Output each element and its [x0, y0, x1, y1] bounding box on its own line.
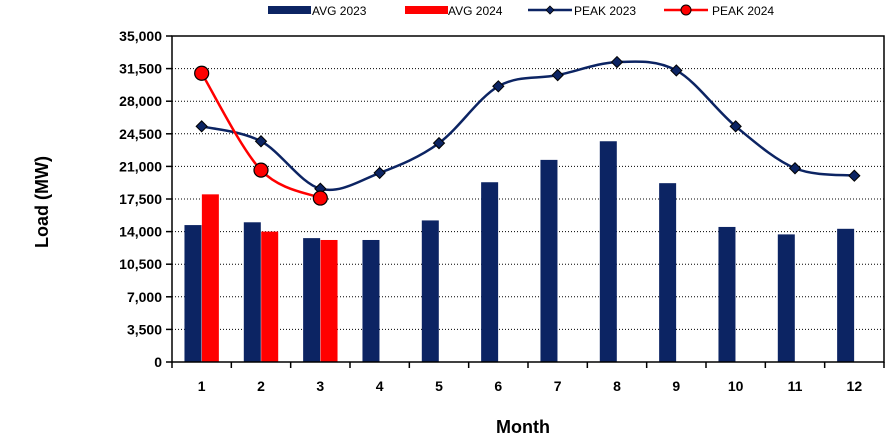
line-peak-2023 [201, 60, 855, 192]
point-peak-2024 [253, 162, 269, 178]
point-peak-2023 [373, 166, 386, 180]
x-tick-label: 2 [257, 378, 265, 394]
bar-avg-2023 [659, 183, 677, 362]
y-tick-label: 3,500 [127, 321, 162, 337]
point-peak-2023 [670, 64, 683, 77]
point-peak-2024 [194, 65, 210, 81]
lines [194, 55, 861, 206]
x-tick-label: 8 [613, 378, 621, 394]
x-tick-label: 3 [316, 378, 324, 394]
legend: AVG 2023 AVG 2024 PEAK 2023 PEAK 2024 [268, 4, 774, 18]
x-tick-label: 7 [554, 378, 562, 394]
legend-swatch-avg-2023 [268, 6, 311, 14]
bar-avg-2024 [261, 231, 279, 362]
point-peak-2023 [729, 120, 742, 133]
bar-avg-2023 [540, 159, 558, 362]
bar-avg-2023 [421, 220, 439, 362]
legend-label-avg-2024: AVG 2024 [448, 4, 503, 18]
y-tick-label: 17,500 [119, 191, 162, 207]
bar-avg-2024 [320, 239, 338, 362]
axes [166, 35, 885, 368]
y-tick-label: 24,500 [119, 126, 162, 142]
y-tick-label: 35,000 [119, 28, 162, 44]
point-peak-2023 [848, 169, 861, 182]
bars [184, 141, 855, 362]
legend-swatch-avg-2024 [405, 6, 448, 14]
legend-label-peak-2024: PEAK 2024 [712, 4, 774, 18]
x-tick-labels: 1 2 3 4 5 6 7 8 9 10 11 12 [198, 378, 863, 394]
x-tick-label: 10 [728, 378, 744, 394]
point-peak-2023 [551, 68, 564, 82]
point-peak-2023 [195, 120, 208, 133]
y-tick-label: 14,000 [119, 224, 162, 240]
x-axis-title: Month [496, 417, 550, 437]
bar-avg-2023 [599, 141, 617, 362]
point-peak-2023 [492, 80, 505, 93]
legend-label-avg-2023: AVG 2023 [312, 4, 367, 18]
y-tick-label: 7,000 [127, 289, 162, 305]
plot-area-border [171, 35, 885, 363]
x-tick-label: 12 [847, 378, 863, 394]
y-tick-label: 28,000 [119, 93, 162, 109]
bar-avg-2023 [777, 234, 795, 362]
bar-avg-2023 [837, 228, 855, 362]
bar-avg-2023 [362, 239, 380, 362]
bar-avg-2024 [201, 194, 219, 362]
y-tick-label: 21,000 [119, 158, 162, 174]
bar-avg-2023 [718, 226, 736, 362]
bar-avg-2023 [243, 222, 261, 362]
point-peak-2023 [788, 162, 802, 175]
y-tick-labels: 0 3,500 7,000 10,500 14,000 17,500 21,000 24,50… [119, 28, 162, 370]
x-tick-label: 4 [376, 378, 384, 394]
legend-marker-peak-2024 [680, 4, 692, 16]
bar-avg-2023 [303, 238, 321, 362]
point-peak-2023 [432, 136, 446, 150]
point-peak-2023 [610, 55, 624, 69]
y-tick-label: 0 [154, 354, 162, 370]
legend-marker-peak-2023 [545, 5, 555, 15]
x-tick-label: 11 [788, 378, 803, 394]
x-tick-label: 1 [198, 378, 206, 394]
bar-avg-2023 [481, 182, 499, 362]
x-tick-label: 6 [494, 378, 502, 394]
legend-label-peak-2023: PEAK 2023 [574, 4, 636, 18]
y-tick-label: 10,500 [119, 256, 162, 272]
y-tick-label: 31,500 [119, 61, 162, 77]
point-peak-2024 [312, 190, 328, 206]
point-peak-2023 [254, 135, 268, 148]
y-axis-title: Load (MW) [32, 156, 52, 248]
bar-avg-2023 [184, 225, 202, 362]
x-tick-label: 5 [435, 378, 443, 394]
x-tick-label: 9 [672, 378, 680, 394]
